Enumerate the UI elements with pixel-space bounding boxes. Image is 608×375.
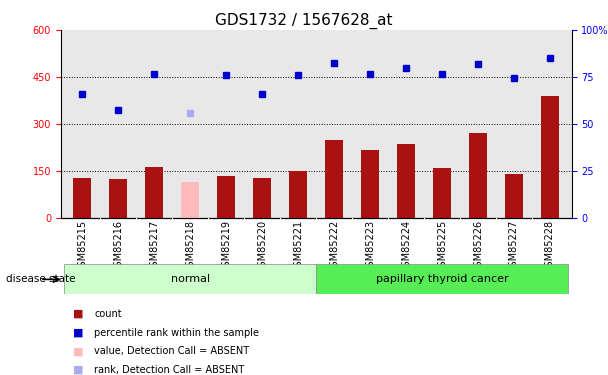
Bar [469,133,487,218]
Text: GSM85221: GSM85221 [293,220,303,273]
Text: ■: ■ [73,309,83,319]
Text: percentile rank within the sample: percentile rank within the sample [94,328,259,338]
Text: value, Detection Call = ABSENT: value, Detection Call = ABSENT [94,346,249,356]
Text: papillary thyroid cancer: papillary thyroid cancer [376,274,508,284]
Bar [253,178,271,218]
Bar [361,150,379,217]
Text: GSM85217: GSM85217 [150,220,159,273]
Text: GSM85225: GSM85225 [437,220,447,273]
Bar [541,96,559,218]
Text: GSM85215: GSM85215 [77,220,88,273]
Bar [289,171,307,217]
Text: GSM85227: GSM85227 [509,220,519,273]
Bar [217,176,235,218]
Text: GSM85223: GSM85223 [365,220,375,273]
Text: ■: ■ [73,328,83,338]
Text: GSM85219: GSM85219 [221,220,231,273]
Text: GDS1732 / 1567628_at: GDS1732 / 1567628_at [215,13,393,29]
Text: normal: normal [171,274,210,284]
Text: GSM85226: GSM85226 [473,220,483,273]
Bar [145,167,164,218]
Text: ■: ■ [73,365,83,375]
Bar [316,264,568,294]
Text: GSM85224: GSM85224 [401,220,411,273]
Text: disease state: disease state [6,274,75,284]
Bar [433,168,451,217]
Text: GSM85220: GSM85220 [257,220,267,273]
Bar [64,264,316,294]
Text: GSM85228: GSM85228 [545,220,555,273]
Bar [74,177,91,218]
Bar [109,179,127,218]
Bar [397,144,415,218]
Text: GSM85222: GSM85222 [329,220,339,273]
Text: GSM85216: GSM85216 [113,220,123,273]
Text: rank, Detection Call = ABSENT: rank, Detection Call = ABSENT [94,365,244,375]
Bar [181,182,199,218]
Bar [505,174,523,217]
Text: count: count [94,309,122,319]
Text: GSM85218: GSM85218 [185,220,195,273]
Bar [325,140,343,218]
Text: ■: ■ [73,346,83,356]
